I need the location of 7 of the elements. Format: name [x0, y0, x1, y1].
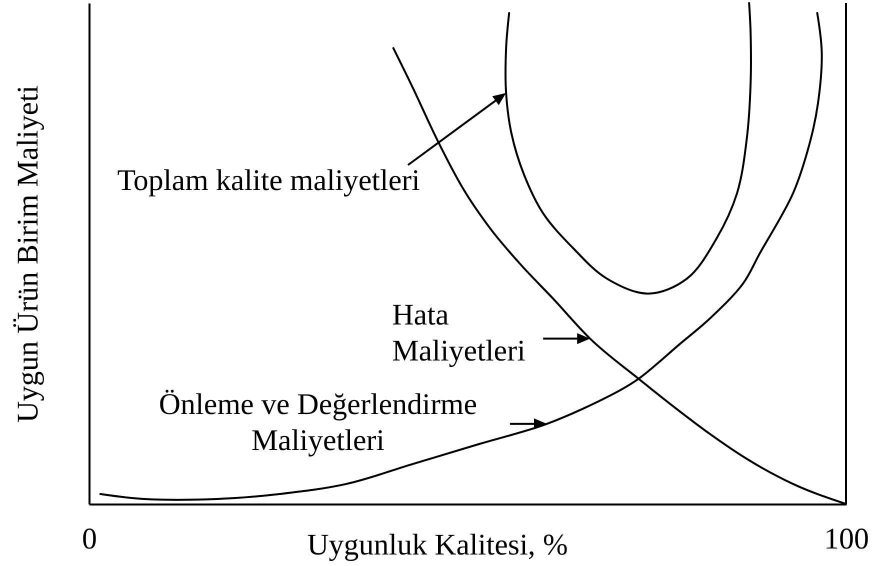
y-axis-title: Uygun Ürün Birim Maliyeti	[12, 85, 44, 423]
annotation: Hata Maliyetleri	[392, 298, 526, 368]
x-axis-title: Uygunluk Kalitesi, %	[307, 528, 568, 562]
x-tick-label: 100	[824, 522, 869, 556]
annotation: Toplam kalite maliyetleri	[117, 164, 420, 197]
x-tick-label: 0	[82, 522, 97, 556]
annotation: Önleme ve Değerlendirme Maliyetleri	[158, 388, 478, 457]
